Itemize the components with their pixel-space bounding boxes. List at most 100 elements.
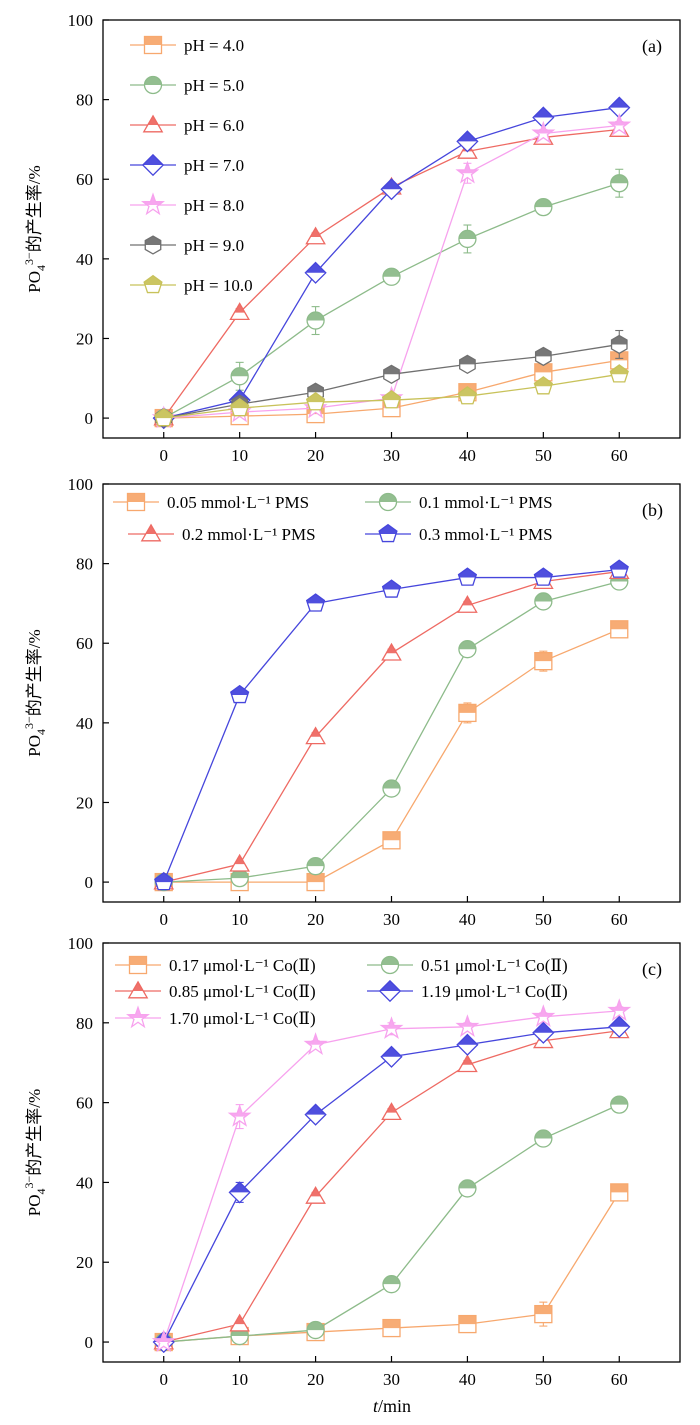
data-point (382, 779, 401, 798)
series-2 (154, 1095, 629, 1352)
plot-frame (102, 942, 681, 1363)
data-point (458, 640, 477, 659)
legend-marker (128, 955, 148, 975)
legend-label: 0.3 mmol·L⁻¹ PMS (419, 525, 553, 544)
x-tick-label: 30 (383, 1370, 400, 1389)
y-axis-label: PO43−的产生率/% (22, 165, 48, 292)
legend-label: pH = 6.0 (184, 116, 244, 135)
x-axis-label: t/min (373, 1396, 411, 1416)
x-tick-label: 60 (611, 910, 628, 929)
data-point (383, 364, 400, 384)
data-point (609, 364, 629, 383)
y-tick-label: 20 (76, 329, 93, 348)
data-point (381, 390, 402, 409)
legend-label: pH = 5.0 (184, 76, 244, 95)
legend-entry: 0.17 μmol·L⁻¹ Co(Ⅱ) (115, 955, 316, 975)
data-point (379, 1016, 404, 1039)
data-point (533, 376, 553, 395)
data-point (534, 197, 553, 217)
data-point (456, 1033, 479, 1056)
legend-marker (141, 153, 165, 177)
data-point (534, 346, 552, 367)
y-axis-label-text: 的产生率/% (25, 165, 44, 252)
y-tick-label: 20 (76, 793, 93, 812)
legend-label: 1.70 μmol·L⁻¹ Co(Ⅱ) (169, 1009, 316, 1028)
legend-marker (378, 523, 398, 543)
x-tick-label: 20 (307, 910, 324, 929)
data-point (459, 354, 476, 375)
series-1 (154, 1183, 629, 1352)
chart-panel-a: 0 10 20 30 40 50 60 0 20 40 60 80 100 PO43−的产生率/% (a) p… (22, 11, 681, 465)
data-point (304, 261, 327, 284)
data-point (228, 1181, 251, 1204)
data-point (458, 1179, 477, 1198)
legend-entry: 1.70 μmol·L⁻¹ Co(Ⅱ) (115, 1005, 316, 1029)
legend-label: 0.17 μmol·L⁻¹ Co(Ⅱ) (169, 956, 316, 975)
legend-marker (126, 492, 146, 512)
data-point (534, 1129, 553, 1148)
data-point (607, 112, 632, 136)
panel-label: (a) (642, 36, 662, 57)
data-point (305, 726, 326, 745)
y-axis-label-subscript: 4 (34, 265, 48, 271)
data-point (533, 567, 553, 586)
y-tick-label: 100 (68, 934, 94, 953)
legend-label: 0.51 μmol·L⁻¹ Co(Ⅱ) (421, 956, 568, 975)
x-tick-label: 40 (459, 446, 476, 465)
legend-entry: 0.2 mmol·L⁻¹ PMS (128, 523, 316, 544)
legend-entry: pH = 6.0 (130, 114, 244, 135)
data-point (151, 1329, 176, 1353)
legend-label: 1.19 μmol·L⁻¹ Co(Ⅱ) (421, 982, 568, 1001)
x-tick-label: 10 (231, 1370, 248, 1389)
y-axis-label-text: 的产生率/% (25, 629, 44, 716)
data-point (306, 1320, 325, 1340)
x-tick-label: 10 (231, 446, 248, 465)
legend-entry: 0.3 mmol·L⁻¹ PMS (365, 523, 553, 544)
data-point (456, 130, 479, 153)
data-point (457, 386, 478, 405)
y-tick-label: 80 (76, 555, 93, 574)
legend: 0.05 mmol·L⁻¹ PMS 0.1 mmol·L⁻¹ PMS 0.2 mmo… (113, 492, 553, 544)
legend-marker (380, 955, 400, 975)
y-axis-label-base: PO (25, 735, 44, 757)
legend-label: pH = 8.0 (184, 196, 244, 215)
legend-label: pH = 7.0 (184, 156, 244, 175)
data-point (154, 871, 174, 891)
data-point (607, 998, 632, 1022)
x-tick-label: 20 (307, 1370, 324, 1389)
data-point (230, 397, 250, 417)
legend-entry: 0.1 mmol·L⁻¹ PMS (365, 492, 553, 512)
data-point (306, 311, 325, 330)
legend-marker (143, 274, 163, 294)
data-point (534, 1304, 553, 1324)
y-tick-label: 40 (76, 250, 93, 269)
legend-entry: pH = 9.0 (130, 235, 244, 255)
chart-panel-b: 0 10 20 30 40 50 60 0 20 40 60 80 100 PO43−的产生率/% (b) 0… (22, 475, 681, 929)
data-point (534, 652, 553, 671)
series-4 (154, 559, 629, 891)
y-tick-label: 20 (76, 1253, 93, 1272)
series-line (163, 1030, 620, 1343)
y-axis-label-superscript: 3− (22, 252, 36, 265)
y-axis-label-text: 的产生率/% (25, 1089, 44, 1176)
data-point (305, 226, 326, 245)
y-tick-label: 80 (76, 91, 93, 110)
legend-entry: pH = 5.0 (130, 75, 244, 95)
y-tick-label: 60 (76, 1094, 93, 1113)
y-axis-label-subscript: 4 (34, 729, 48, 735)
y-axis-label-subscript: 4 (34, 1188, 48, 1194)
legend-marker (141, 192, 165, 216)
y-tick-label: 40 (76, 1173, 93, 1192)
y-tick-label: 80 (76, 1014, 93, 1033)
data-point (610, 174, 629, 193)
data-point (457, 1054, 478, 1073)
legend-label: pH = 10.0 (184, 276, 253, 295)
data-point (381, 1102, 402, 1121)
legend-entry: 1.19 μmol·L⁻¹ Co(Ⅱ) (367, 979, 568, 1003)
data-point (609, 559, 629, 578)
data-point (531, 1004, 556, 1028)
x-tick-label: 0 (159, 1370, 168, 1389)
data-point (610, 620, 629, 639)
y-tick-label: 60 (76, 170, 93, 189)
series-3 (153, 1020, 630, 1350)
